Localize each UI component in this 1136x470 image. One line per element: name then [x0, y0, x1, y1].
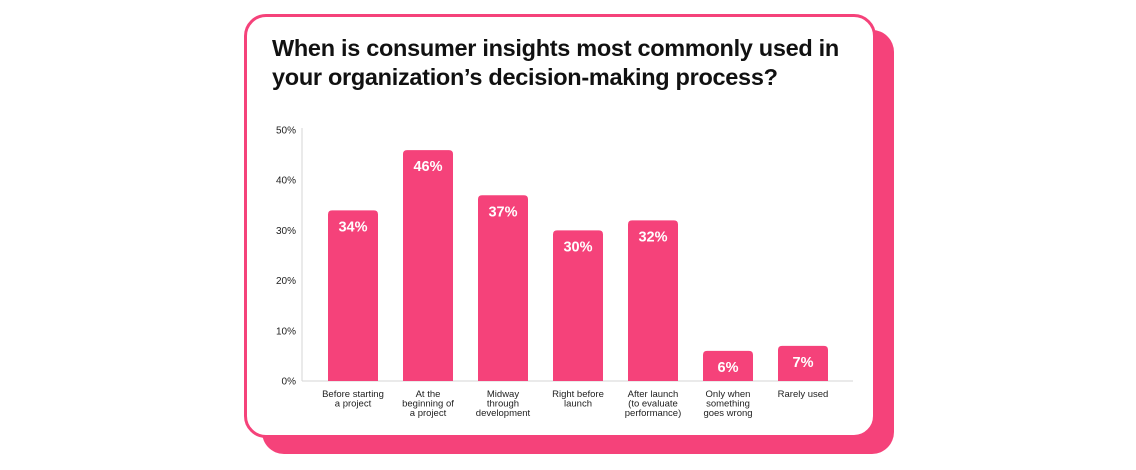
x-category-label-line: goes wrong	[703, 408, 752, 419]
bar	[478, 195, 528, 381]
x-category-label-line: performance)	[625, 408, 682, 419]
bar-value-label: 37%	[488, 204, 517, 220]
x-category-label: Before starting a project	[322, 389, 384, 410]
bar-value-label: 7%	[793, 355, 814, 371]
x-category-label: Rarely used	[778, 389, 829, 400]
x-category-label-line: something	[706, 399, 750, 410]
y-tick-label: 20%	[276, 276, 296, 287]
x-category-label-line: beginning of	[402, 399, 454, 410]
x-category-label: Midway through development	[476, 389, 531, 419]
x-category-label-line: Rarely used	[778, 389, 829, 400]
x-category-label-line: development	[476, 408, 531, 419]
x-category-label-line: a project	[335, 399, 372, 410]
x-category-label-line: At the	[416, 389, 441, 400]
x-category-label: Right before launch	[552, 389, 604, 410]
bar-value-label: 34%	[338, 219, 367, 235]
x-category-label-line: Before starting	[322, 389, 384, 400]
bar-value-label: 46%	[413, 159, 442, 175]
x-category-label-line: through	[487, 399, 519, 410]
bar	[328, 210, 378, 381]
bar	[553, 230, 603, 381]
y-tick-label: 50%	[276, 126, 296, 137]
bar-value-label: 30%	[563, 239, 592, 255]
bar	[703, 350, 753, 381]
x-category-label: Only when something goes wrong	[703, 389, 752, 419]
x-category-label-line: Midway	[487, 389, 519, 400]
bar-value-label: 6%	[718, 360, 739, 376]
x-category-label-line: After launch	[628, 389, 679, 400]
x-category-label: At the beginning of a project	[402, 389, 454, 419]
x-category-label-line: Right before	[552, 389, 604, 400]
bar-value-label: 32%	[638, 229, 667, 245]
x-category-label: After launch (to evaluate performance)	[625, 389, 682, 419]
x-category-label-line: (to evaluate	[628, 399, 678, 410]
y-tick-label: 10%	[276, 326, 296, 337]
y-tick-label: 30%	[276, 226, 296, 237]
y-tick-label: 40%	[276, 176, 296, 187]
x-category-label-line: Only when	[706, 389, 751, 400]
bar	[403, 150, 453, 381]
bar	[628, 220, 678, 381]
chart-title: When is consumer insights most commonly …	[272, 35, 839, 90]
y-tick-label: 0%	[282, 377, 297, 388]
x-category-label-line: a project	[410, 408, 447, 419]
bar	[778, 345, 828, 381]
x-category-label-line: launch	[564, 399, 592, 410]
